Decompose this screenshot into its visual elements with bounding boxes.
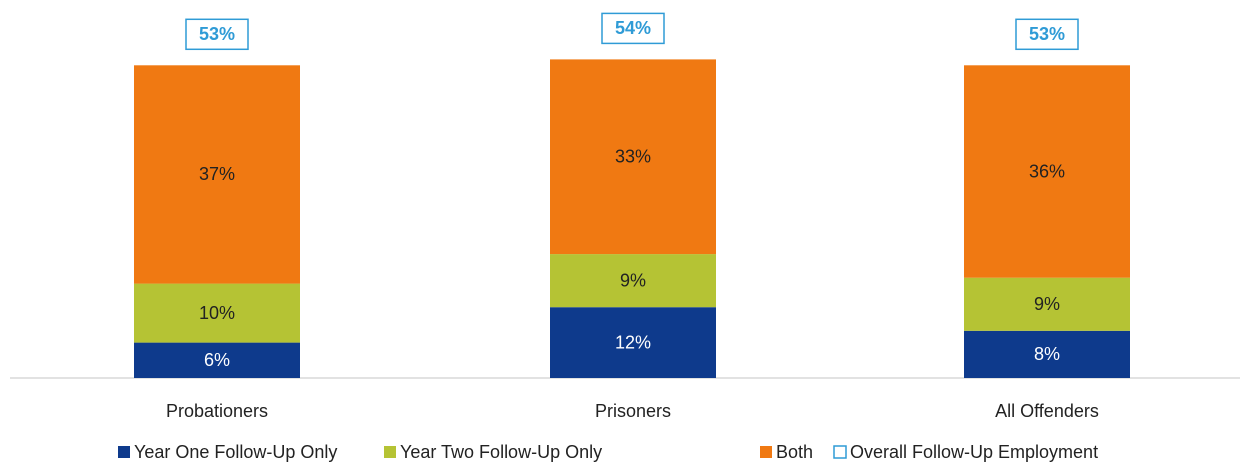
value-label: 37% xyxy=(199,164,235,184)
bar-segment xyxy=(964,277,1130,331)
legend-label: Overall Follow-Up Employment xyxy=(850,442,1098,462)
legend-swatch xyxy=(384,446,396,458)
legend-label: Both xyxy=(776,442,813,462)
value-label: 33% xyxy=(615,147,651,167)
category-label: All Offenders xyxy=(995,401,1099,421)
value-label: 10% xyxy=(199,303,235,323)
value-label: 12% xyxy=(615,332,651,352)
total-box xyxy=(601,12,665,45)
total-label: 53% xyxy=(1029,24,1065,44)
value-label: 6% xyxy=(204,350,230,370)
legend-swatch xyxy=(833,445,847,459)
category-label: Prisoners xyxy=(595,401,671,421)
total-label: 53% xyxy=(199,24,235,44)
bar-segment xyxy=(550,307,716,378)
legend-swatch xyxy=(760,446,772,458)
total-label: 54% xyxy=(615,18,651,38)
value-label: 9% xyxy=(620,270,646,290)
total-box xyxy=(1015,18,1079,51)
bar-segment xyxy=(134,342,300,378)
bar-segment xyxy=(550,59,716,255)
value-label: 9% xyxy=(1034,294,1060,314)
bar-segment xyxy=(964,65,1130,278)
legend-label: Year One Follow-Up Only xyxy=(134,442,337,462)
legend-swatch xyxy=(118,446,130,458)
category-label: Probationers xyxy=(166,401,268,421)
value-label: 36% xyxy=(1029,161,1065,181)
value-label: 8% xyxy=(1034,344,1060,364)
legend-label: Year Two Follow-Up Only xyxy=(400,442,602,462)
bar-segment xyxy=(964,330,1130,378)
total-box xyxy=(185,18,249,51)
bar-segment xyxy=(134,65,300,284)
bar-segment xyxy=(550,254,716,308)
bar-segment xyxy=(134,283,300,343)
